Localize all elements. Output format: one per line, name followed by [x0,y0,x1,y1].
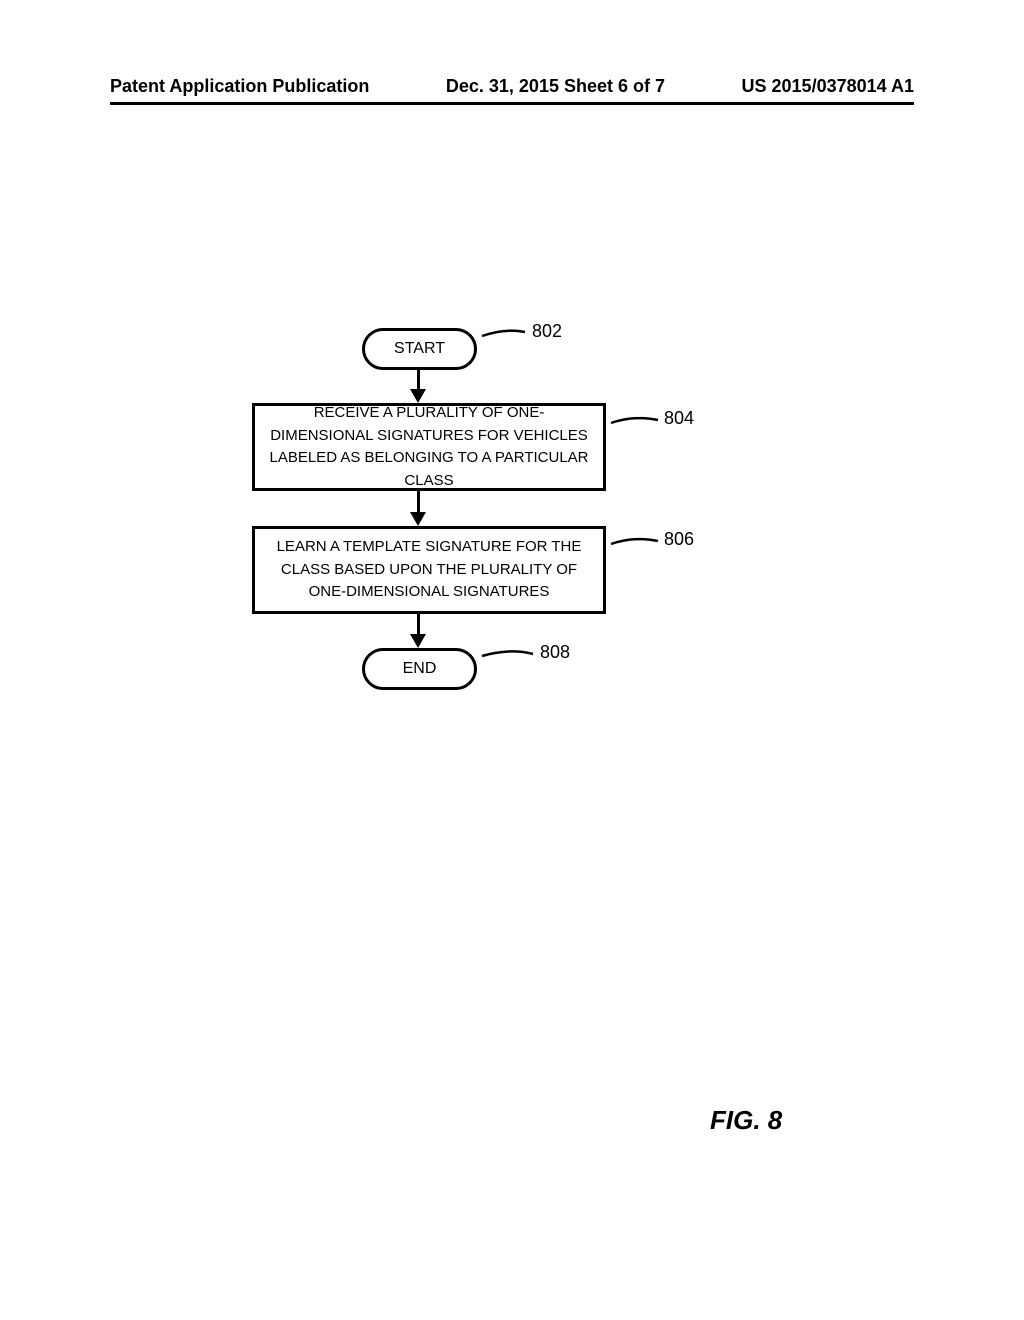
flowchart-arrow-head [410,389,426,403]
flowchart-arrow-line [417,491,420,514]
end-label: END [403,660,437,678]
flowchart-arrow-head [410,634,426,648]
header-divider [110,102,914,105]
flowchart-step-receive: RECEIVE A PLURALITY OF ONE-DIMENSIONAL S… [252,403,606,491]
figure-label: FIG. 8 [710,1105,782,1136]
flowchart-arrow-head [410,512,426,526]
flowchart-step-learn: LEARN A TEMPLATE SIGNATURE FOR THE CLASS… [252,526,606,614]
step2-label: LEARN A TEMPLATE SIGNATURE FOR THE CLASS… [263,536,595,604]
ref-label-808: 808 [540,642,570,663]
ref-label-804: 804 [664,408,694,429]
flowchart-arrow-line [417,614,420,636]
ref-label-806: 806 [664,529,694,550]
start-label: START [394,340,445,358]
page-header: Patent Application Publication Dec. 31, … [0,76,1024,97]
header-patent-number: US 2015/0378014 A1 [742,76,914,97]
header-date-sheet: Dec. 31, 2015 Sheet 6 of 7 [446,76,665,97]
flowchart-end: END [362,648,477,690]
header-publication: Patent Application Publication [110,76,369,97]
flowchart-start: START [362,328,477,370]
step1-label: RECEIVE A PLURALITY OF ONE-DIMENSIONAL S… [263,402,595,492]
flowchart-arrow-line [417,370,420,391]
ref-label-802: 802 [532,321,562,342]
